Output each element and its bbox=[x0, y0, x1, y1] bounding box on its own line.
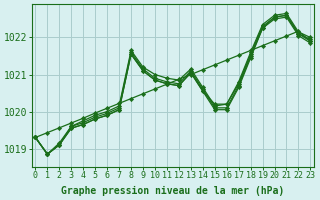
X-axis label: Graphe pression niveau de la mer (hPa): Graphe pression niveau de la mer (hPa) bbox=[61, 186, 284, 196]
